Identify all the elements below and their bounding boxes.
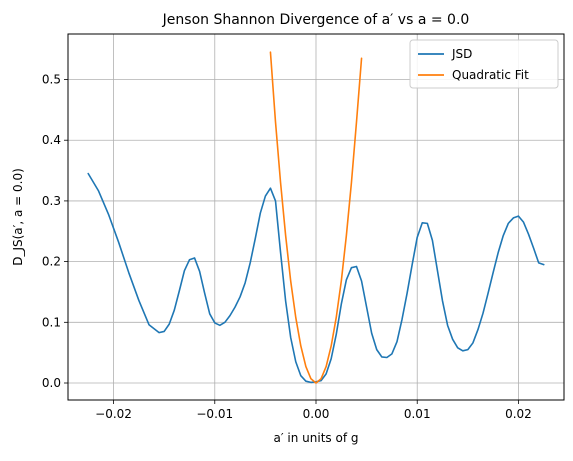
y-tick-label: 0.0	[42, 376, 61, 390]
y-tick-label: 0.1	[42, 315, 61, 329]
x-tick-label: 0.01	[404, 407, 431, 421]
y-ticks: 0.0 0.1 0.2 0.3 0.4 0.5	[42, 73, 68, 390]
x-tick-label: −0.02	[95, 407, 132, 421]
legend: JSD Quadratic Fit	[409, 39, 559, 89]
x-tick-label: 0.00	[303, 407, 330, 421]
series-lines	[87, 51, 545, 384]
grid	[68, 34, 564, 400]
x-ticks: −0.02 −0.01 0.00 0.01 0.02	[95, 400, 532, 421]
x-tick-label: 0.02	[505, 407, 532, 421]
legend-label: Quadratic Fit	[452, 68, 529, 82]
chart-title: Jenson Shannon Divergence of a′ vs a = 0…	[162, 12, 470, 28]
legend-box	[409, 39, 559, 89]
series-line-jsd	[87, 172, 545, 384]
y-tick-label: 0.3	[42, 194, 61, 208]
y-axis-label: D_JS(a′, a = 0.0)	[11, 168, 25, 266]
series-line-quadratic-fit	[269, 51, 363, 384]
x-tick-label: −0.01	[196, 407, 233, 421]
y-tick-label: 0.2	[42, 255, 61, 269]
legend-label: JSD	[451, 47, 472, 61]
x-axis-label: a′ in units of g	[274, 431, 359, 445]
y-tick-label: 0.5	[42, 73, 61, 87]
y-tick-label: 0.4	[42, 133, 61, 147]
